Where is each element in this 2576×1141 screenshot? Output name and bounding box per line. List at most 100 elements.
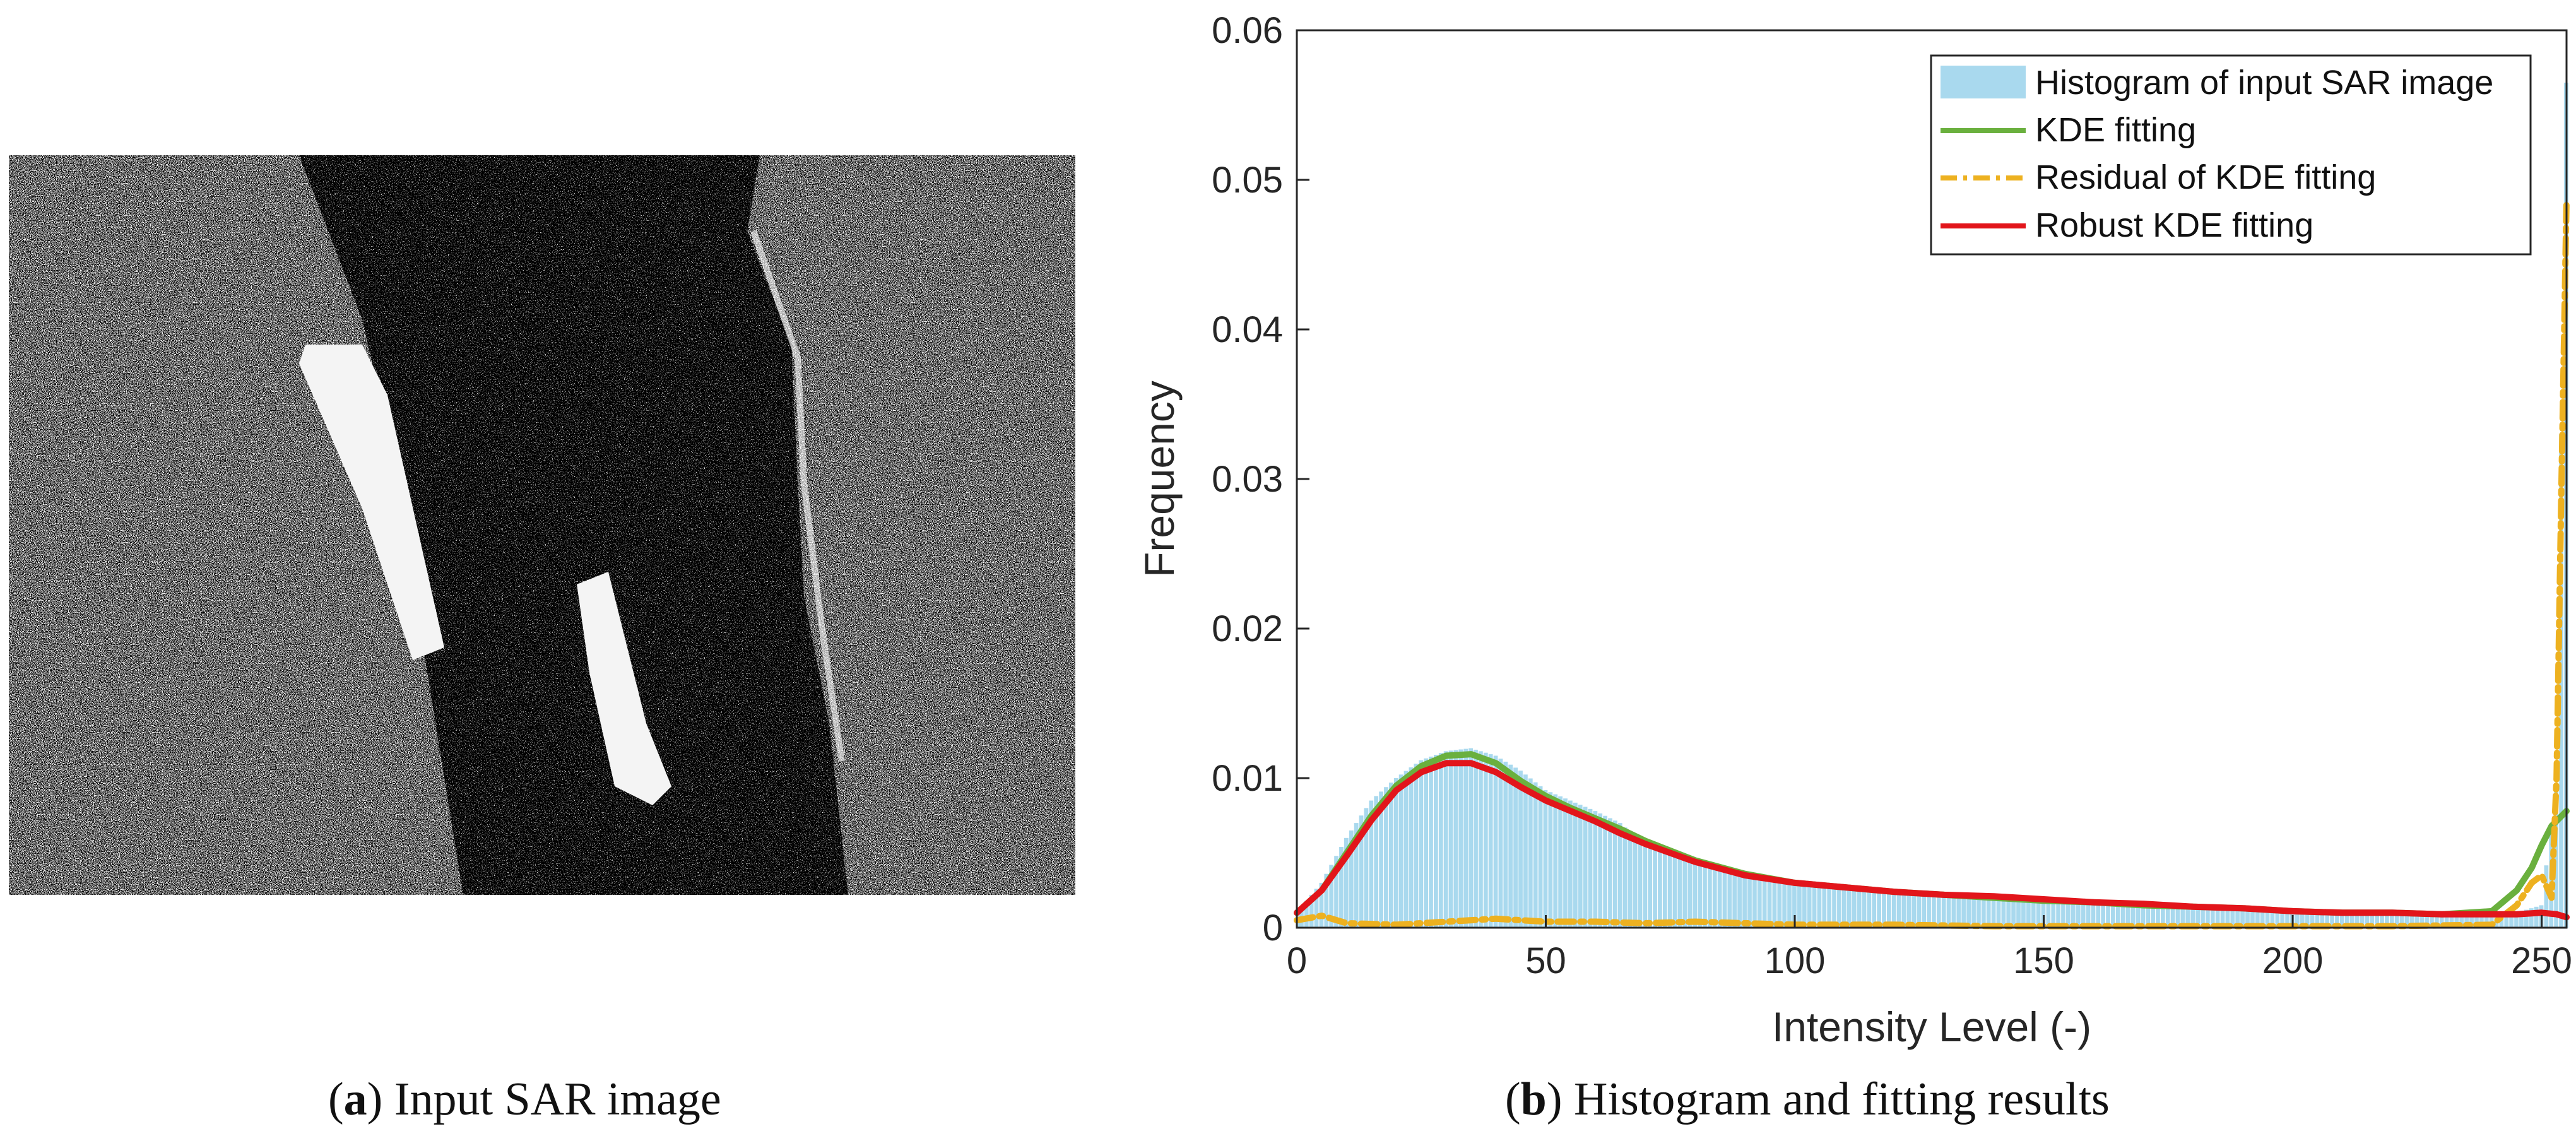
caption-b-text: Histogram and fitting results	[1562, 1073, 2110, 1125]
histogram-bar	[2315, 912, 2320, 928]
histogram-bar	[2215, 908, 2220, 928]
histogram-bar	[2111, 903, 2115, 928]
histogram-bar	[2484, 914, 2489, 928]
y-axis-ticks: 0 0.01 0.02 0.03 0.04 0.05 0.06	[1212, 10, 1309, 949]
histogram-bar	[1488, 754, 1493, 928]
histogram-bar	[2380, 913, 2384, 928]
robust-kde-curve	[1294, 760, 2570, 921]
histogram-bar	[2071, 901, 2076, 928]
histogram-bar	[2245, 909, 2250, 928]
histogram-bar	[1403, 771, 1409, 928]
histogram-bar	[2419, 913, 2425, 928]
histogram-bar	[2469, 914, 2474, 928]
histogram-bar	[1359, 815, 1364, 928]
histogram-bar	[1961, 896, 1966, 928]
histogram-bar	[1354, 823, 1359, 928]
histogram-bar	[1398, 774, 1403, 928]
histogram-bar	[1792, 882, 1797, 928]
histogram-bar	[1976, 897, 1981, 928]
histogram-bar	[1409, 767, 1414, 928]
histogram-bar	[2310, 911, 2315, 928]
histogram-bar	[1862, 888, 1867, 928]
histogram-bar	[2225, 909, 2230, 928]
histogram-bar	[2255, 910, 2260, 928]
histogram-bar	[1364, 808, 1369, 928]
histogram-bar	[1598, 813, 1603, 928]
legend-label-histogram: Histogram of input SAR image	[2035, 64, 2493, 102]
histogram-bar	[1553, 794, 1558, 928]
histogram-bar	[1812, 884, 1817, 928]
histogram-bar	[1443, 751, 1448, 928]
histogram-bar	[2146, 905, 2151, 928]
histogram-bar	[2205, 907, 2210, 928]
histogram-bar	[1638, 841, 1643, 928]
y-tick-label: 0	[1263, 907, 1283, 949]
histogram-bar	[1304, 901, 1309, 928]
histogram-bar	[2190, 906, 2195, 928]
histogram-bar	[1887, 890, 1891, 928]
histogram-bar	[1986, 897, 1991, 928]
histogram-bar	[2529, 908, 2534, 928]
histogram-bar	[2195, 907, 2200, 928]
histogram-bar	[2430, 914, 2434, 928]
histogram-bar	[1324, 873, 1329, 928]
x-tick-label: 150	[2013, 940, 2074, 981]
histogram-bar	[1643, 845, 1648, 928]
x-tick-label: 100	[1764, 940, 1826, 981]
histogram-bar	[2125, 904, 2130, 928]
histogram-bar	[2156, 906, 2160, 928]
histogram-bar	[1429, 756, 1433, 928]
histogram-bar	[1667, 854, 1672, 928]
histogram-bar	[1687, 859, 1693, 928]
histogram-bar	[1936, 894, 1941, 928]
histogram-bar	[1573, 802, 1578, 928]
x-axis-label: Intensity Level (-)	[1772, 1003, 2091, 1050]
histogram-bar	[2544, 865, 2549, 928]
histogram-bar	[1474, 749, 1478, 928]
histogram-bar	[1891, 890, 1896, 928]
histogram-bar	[1508, 764, 1513, 928]
caption-input-sar: (a) Input SAR image	[328, 1073, 721, 1125]
histogram-bar	[2051, 901, 2056, 928]
x-tick-label: 250	[2511, 940, 2572, 981]
histogram-bar	[1468, 748, 1473, 928]
histogram-bar	[2160, 906, 2165, 928]
y-tick-label: 0.04	[1212, 309, 1283, 350]
histogram-bar	[2320, 912, 2325, 928]
histogram-bar	[2464, 914, 2469, 928]
histogram-bar	[1971, 896, 1976, 928]
histogram-bar	[2354, 913, 2360, 928]
histogram-bar	[1414, 764, 1419, 928]
histogram-bar	[1677, 856, 1682, 928]
histogram-bar	[2399, 913, 2404, 928]
legend-box	[1930, 54, 2532, 256]
histogram-bar	[1314, 889, 1319, 928]
sar-left-land	[9, 155, 463, 895]
histogram-bar	[1722, 869, 1727, 928]
histogram-bar	[1872, 889, 1877, 928]
legend-swatch-histogram	[1941, 66, 2026, 98]
histogram-bar	[1622, 827, 1628, 928]
histogram-bar	[2534, 906, 2539, 928]
histogram-bar	[2265, 910, 2270, 928]
histogram-bar	[2330, 912, 2334, 928]
histogram-bar	[2349, 913, 2354, 928]
histogram-bar	[2170, 906, 2175, 928]
histogram-bar	[2240, 909, 2245, 928]
histogram-bar	[1857, 888, 1862, 928]
histogram-bar	[1518, 771, 1523, 928]
histogram-bar	[2076, 902, 2081, 928]
histogram-bar	[2524, 909, 2529, 928]
histogram-bar	[2091, 902, 2096, 928]
histogram-bar	[2270, 910, 2275, 928]
histogram-bar	[1374, 796, 1379, 928]
histogram-bar	[1419, 760, 1424, 928]
histogram-bar	[2489, 914, 2494, 928]
histogram-bar	[2130, 904, 2136, 928]
histogram-bar	[2360, 913, 2365, 928]
histogram-bar	[2165, 906, 2170, 928]
histogram-bar	[1533, 782, 1538, 928]
histogram-bar	[1483, 752, 1488, 928]
x-tick-label: 0	[1287, 940, 1307, 981]
y-tick-label: 0.05	[1212, 160, 1283, 201]
